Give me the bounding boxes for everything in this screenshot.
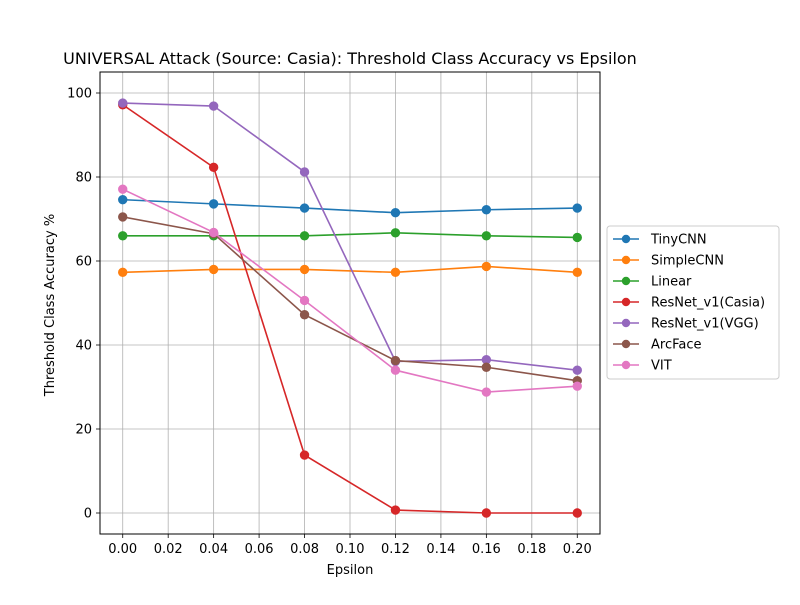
data-point-tinycnn (118, 194, 128, 205)
x-tick-label: 0.08 (290, 542, 319, 557)
data-point-resnet-v1-casia (299, 450, 310, 460)
legend-label: VIT (651, 359, 672, 374)
y-tick-label: 0 (84, 507, 92, 522)
data-point-simplecnn (390, 267, 401, 278)
x-axis-label: Epsilon (327, 563, 374, 578)
legend-label: TinyCNN (650, 233, 707, 248)
data-point-resnet-v1-casia (390, 505, 401, 515)
data-point-resnet-v1-vgg (299, 167, 310, 177)
legend-box (606, 225, 780, 380)
data-point-tinycnn (208, 199, 219, 209)
data-point-tinycnn (481, 205, 492, 215)
y-tick-label: 80 (75, 171, 92, 186)
series-line-simplecnn (122, 265, 578, 274)
x-tick-label: 0.04 (199, 542, 228, 557)
series-line-vit (122, 188, 578, 393)
y-tick-label: 100 (67, 87, 92, 102)
legend-item-linear: Linear (613, 275, 692, 290)
data-point-vit (208, 227, 219, 238)
x-tick-label: 0.02 (154, 542, 183, 557)
y-tick-label: 40 (75, 339, 92, 354)
series-line-arcface (122, 216, 578, 382)
x-tick-label: 0.16 (472, 542, 501, 557)
legend-item-arcface: ArcFace (613, 338, 702, 353)
legend-item-simplecnn: SimpleCNN (613, 254, 724, 269)
legend-item-resnet-v1-casia: ResNet_v1(Casia) (613, 296, 765, 311)
series-linear (118, 228, 582, 243)
data-point-resnet-v1-vgg (118, 98, 128, 108)
data-point-vit (118, 184, 128, 194)
data-point-linear (390, 228, 401, 238)
data-point-linear (299, 231, 310, 241)
legend-label: SimpleCNN (651, 254, 724, 269)
legend-swatch-marker (621, 234, 631, 244)
series-vit (118, 184, 582, 397)
x-tick-label: 0.14 (426, 542, 455, 557)
legend-item-tinycnn: TinyCNN (613, 233, 707, 248)
series-line-linear (122, 232, 578, 239)
data-point-simplecnn (572, 267, 582, 278)
data-point-tinycnn (299, 203, 310, 213)
data-point-simplecnn (208, 264, 219, 275)
series-tinycnn (118, 194, 582, 218)
x-tick-label: 0.06 (245, 542, 274, 557)
legend-label: ResNet_v1(VGG) (651, 317, 759, 332)
x-tick-label: 0.10 (336, 542, 365, 557)
data-point-linear (481, 231, 492, 241)
data-point-resnet-v1-casia (572, 508, 582, 518)
data-point-arcface (118, 212, 128, 222)
legend-label: ArcFace (651, 338, 702, 353)
data-point-linear (118, 231, 128, 241)
data-point-resnet-v1-vgg (572, 365, 582, 375)
series-line-resnet-v1-vgg (122, 102, 578, 371)
x-tick-label: 0.20 (563, 542, 592, 557)
data-point-vit (390, 365, 401, 375)
data-point-simplecnn (481, 261, 492, 272)
data-point-simplecnn (299, 264, 310, 275)
y-axis-ticks: 0 20 40 60 80 100 (67, 87, 100, 522)
legend-label: ResNet_v1(Casia) (651, 296, 765, 311)
data-point-resnet-v1-vgg (208, 101, 219, 111)
series-line-tinycnn (122, 198, 578, 214)
data-point-vit (299, 295, 310, 306)
data-point-arcface (390, 355, 401, 366)
data-point-vit (572, 381, 582, 391)
data-point-arcface (481, 362, 492, 372)
legend-swatch-marker (621, 276, 631, 286)
data-point-tinycnn (572, 203, 582, 213)
y-tick-label: 60 (75, 255, 92, 270)
y-axis-label: Threshold Class Accuracy % (43, 214, 58, 397)
data-point-arcface (299, 310, 310, 320)
chart-title: UNIVERSAL Attack (Source: Casia): Thresh… (63, 49, 637, 68)
legend-swatch-marker (621, 360, 631, 370)
series-simplecnn (118, 261, 582, 278)
legend-label: Linear (651, 275, 692, 290)
x-tick-label: 0.18 (517, 542, 546, 557)
y-tick-label: 20 (75, 423, 92, 438)
legend: TinyCNN SimpleCNN Linear ResNet_v1(Casia) Re… (606, 225, 780, 380)
x-axis-ticks: 0.00 0.02 0.04 0.06 0.08 0.10 0.12 0.14 0.16 0.18… (108, 534, 592, 557)
series-line-resnet-v1-casia (122, 104, 578, 514)
data-point-tinycnn (390, 208, 401, 218)
data-point-simplecnn (118, 267, 128, 278)
data-point-resnet-v1-casia (208, 162, 219, 173)
data-point-vit (481, 387, 492, 397)
legend-swatch-marker (621, 318, 631, 328)
x-tick-label: 0.12 (381, 542, 410, 557)
legend-swatch-marker (621, 297, 631, 307)
legend-item-resnet-v1-vgg: ResNet_v1(VGG) (613, 317, 759, 332)
x-tick-label: 0.00 (108, 542, 137, 557)
legend-item-vit: VIT (613, 359, 672, 374)
legend-swatch-marker (621, 339, 631, 349)
legend-swatch-marker (621, 255, 631, 265)
data-series (118, 98, 582, 518)
data-point-linear (572, 232, 582, 243)
grid-lines (100, 72, 600, 534)
data-point-resnet-v1-casia (481, 508, 492, 518)
